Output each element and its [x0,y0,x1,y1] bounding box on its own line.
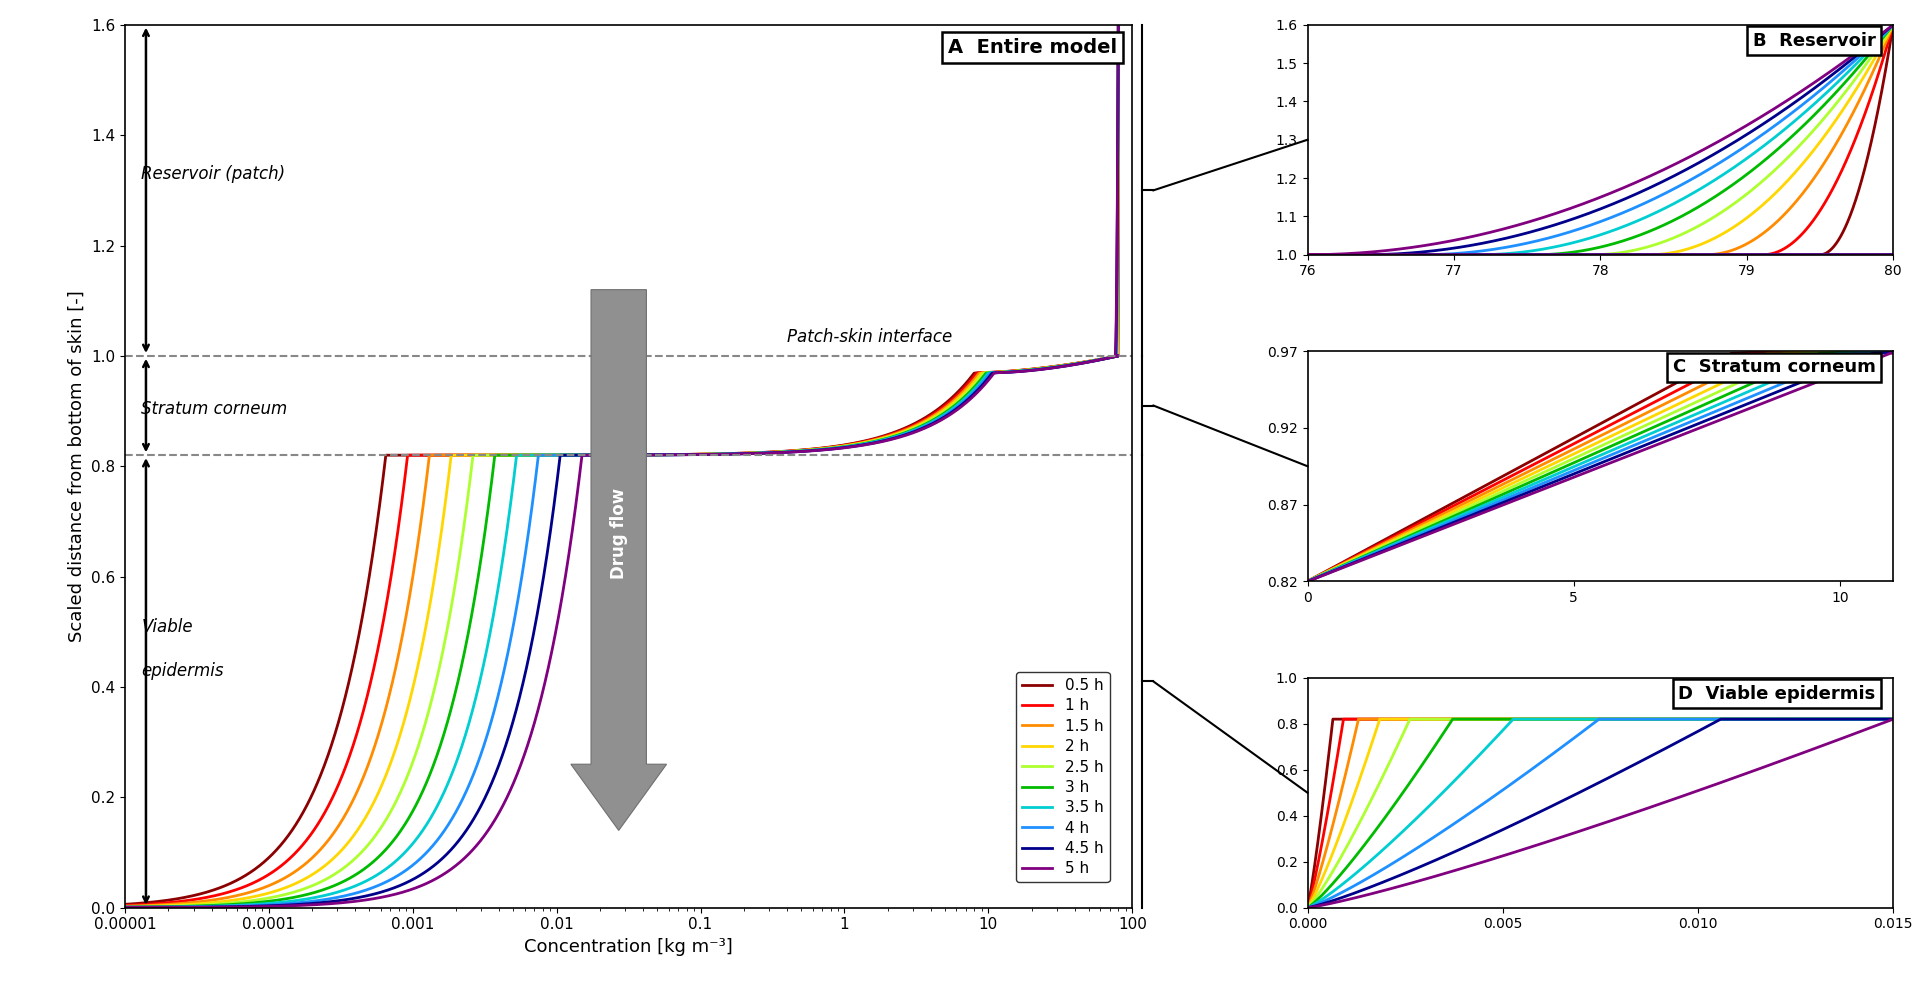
Text: Stratum corneum: Stratum corneum [142,400,288,418]
FancyArrow shape [571,290,667,830]
Text: Reservoir (patch): Reservoir (patch) [142,166,286,184]
Text: Viable: Viable [142,618,192,636]
Text: Patch-skin interface: Patch-skin interface [788,328,953,346]
Text: epidermis: epidermis [142,662,223,680]
Text: C  Stratum corneum: C Stratum corneum [1672,358,1876,376]
Text: Drug flow: Drug flow [609,487,628,578]
Legend: 0.5 h, 1 h, 1.5 h, 2 h, 2.5 h, 3 h, 3.5 h, 4 h, 4.5 h, 5 h: 0.5 h, 1 h, 1.5 h, 2 h, 2.5 h, 3 h, 3.5 … [1015,672,1109,882]
X-axis label: Concentration [kg m⁻³]: Concentration [kg m⁻³] [525,938,732,956]
Text: B  Reservoir: B Reservoir [1753,32,1876,50]
Text: A  Entire model: A Entire model [948,38,1117,58]
Y-axis label: Scaled distance from bottom of skin [-]: Scaled distance from bottom of skin [-] [67,291,85,642]
Text: D  Viable epidermis: D Viable epidermis [1678,684,1876,702]
